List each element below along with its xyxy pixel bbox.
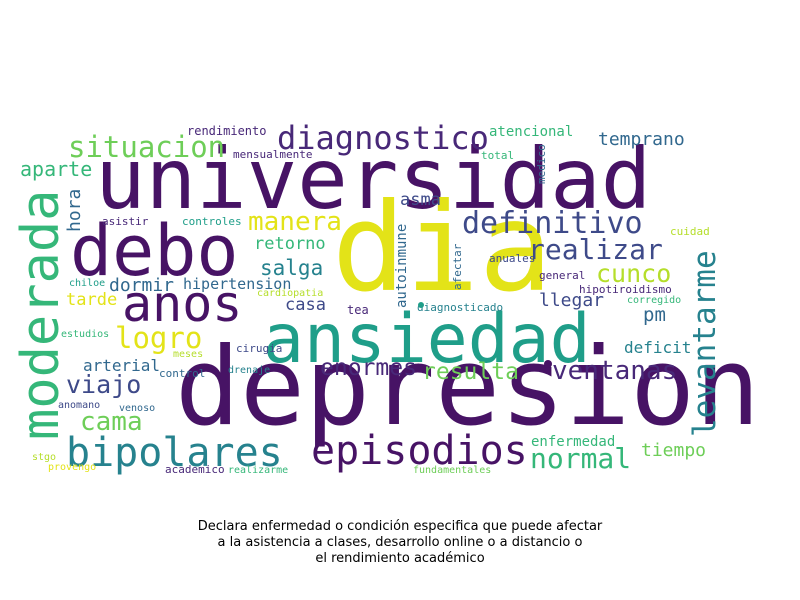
cloud-word-cardiopatia: cardiopatia	[257, 288, 323, 299]
cloud-word-retorno: retorno	[254, 234, 326, 254]
cloud-word-arterial: arterial	[83, 356, 160, 375]
cloud-word-levantarme: levantarme	[687, 250, 723, 437]
cloud-word-logro: logro	[115, 321, 202, 355]
cloud-word-normal: normal	[530, 442, 631, 475]
cloud-word-universidad: universidad	[95, 130, 651, 228]
cloud-word-anos: anos	[122, 275, 242, 333]
caption-line-2: a la asistencia a clases, desarrollo onl…	[217, 535, 583, 550]
cloud-word-controles: controles	[182, 215, 242, 228]
caption-line-3: el rendimiento académico	[315, 551, 485, 566]
cloud-word-chiloe: chiloe	[69, 278, 105, 289]
cloud-word-total: total	[481, 149, 514, 162]
cloud-word-rendimiento: rendimiento	[187, 124, 266, 138]
cloud-word-debo: debo	[70, 210, 239, 292]
figure-caption: Declara enfermedad o condición especific…	[0, 519, 800, 567]
cloud-word-cuidad: cuidad	[670, 225, 710, 238]
cloud-word-casa: casa	[285, 295, 326, 315]
cloud-word-venoso: venoso	[119, 403, 155, 414]
cloud-word-academico: academico	[165, 463, 225, 476]
cloud-word-dia: dia	[332, 177, 552, 319]
cloud-word-atencional: atencional	[489, 124, 573, 140]
cloud-word-autoinmune: autoinmune	[394, 224, 410, 308]
cloud-word-realizar: realizar	[528, 233, 663, 266]
cloud-word-medico: medico	[535, 144, 548, 184]
cloud-word-drenaje: drenaje	[228, 365, 270, 376]
cloud-word-diagnostico: diagnostico	[277, 119, 489, 157]
cloud-word-fundamentales: fundamentales	[413, 465, 491, 476]
cloud-word-general: general	[539, 269, 585, 282]
cloud-word-enfermedad: enfermedad	[531, 434, 615, 450]
cloud-word-manera: manera	[248, 207, 342, 237]
cloud-word-diagnosticado: diagnosticado	[417, 301, 503, 314]
cloud-word-anomano: anomano	[58, 400, 100, 411]
cloud-word-dormir: dormir	[109, 275, 174, 296]
cloud-word-pm: pm	[643, 304, 666, 326]
cloud-word-asistir: asistir	[102, 215, 149, 228]
cloud-word-tarde: tarde	[66, 290, 117, 310]
cloud-dot-1	[544, 360, 552, 368]
cloud-word-moderada: moderada	[11, 190, 71, 440]
cloud-word-provengo: provengo	[48, 462, 96, 473]
cloud-word-hipotiroidismo: hipotiroidismo	[579, 283, 672, 296]
cloud-word-resulta: resulta	[422, 359, 519, 385]
cloud-word-enormes: enormes	[320, 355, 417, 381]
cloud-word-ansiedad: ansiedad	[263, 300, 591, 379]
cloud-word-tea: tea	[347, 303, 369, 317]
cloud-word-aparte: aparte	[20, 157, 92, 181]
caption-line-1: Declara enfermedad o condición especific…	[197, 519, 603, 534]
cloud-word-bipolares: bipolares	[66, 430, 283, 476]
cloud-word-estudios: estudios	[61, 329, 109, 340]
cloud-word-afectar: afectar	[451, 243, 464, 290]
cloud-word-tiempo: tiempo	[641, 440, 706, 461]
cloud-dot-2	[418, 302, 424, 308]
cloud-word-cama: cama	[80, 407, 143, 437]
cloud-word-ventanas: ventanas	[552, 356, 677, 386]
cloud-word-salga: salga	[260, 256, 323, 280]
cloud-word-anuales: anuales	[489, 252, 535, 265]
cloud-word-hipertension: hipertension	[183, 275, 291, 293]
cloud-word-cunco: cunco	[596, 259, 671, 288]
cloud-word-realizarme: realizarme	[228, 465, 288, 476]
cloud-word-depresion: depresion	[175, 325, 760, 450]
cloud-word-cirugia: cirugia	[236, 342, 282, 355]
cloud-word-temprano: temprano	[598, 129, 685, 150]
cloud-word-control: control	[159, 367, 205, 380]
cloud-word-llegar: llegar	[539, 290, 604, 311]
cloud-word-meses: meses	[173, 349, 203, 360]
cloud-word-stgo: stgo	[32, 452, 56, 463]
cloud-word-viajo: viajo	[66, 370, 141, 399]
cloud-word-definitivo: definitivo	[462, 206, 643, 241]
cloud-word-deficit: deficit	[624, 338, 691, 357]
cloud-word-asma: asma	[400, 190, 441, 210]
cloud-word-mensualmente: mensualmente	[233, 148, 312, 161]
cloud-word-episodios: episodios	[311, 428, 528, 474]
cloud-word-hora: hora	[64, 189, 85, 232]
cloud-word-situacion: situacion	[68, 130, 225, 164]
cloud-word-corregido: corregido	[627, 295, 681, 306]
